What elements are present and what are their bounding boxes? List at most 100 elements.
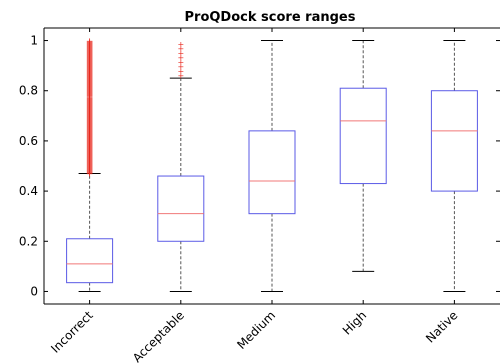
category-label: Medium xyxy=(234,308,278,352)
outlier-marker: + xyxy=(177,54,184,63)
outlier-marker: + xyxy=(86,89,94,99)
outlier-marker: + xyxy=(86,98,94,108)
outlier-marker: + xyxy=(177,49,184,58)
outlier-marker: + xyxy=(86,103,94,113)
outlier-marker: + xyxy=(86,123,94,133)
outlier-marker: + xyxy=(86,72,94,82)
outlier-marker: + xyxy=(177,63,184,72)
outlier-marker: + xyxy=(86,49,94,59)
outlier-marker: + xyxy=(86,140,94,150)
outlier-marker: + xyxy=(86,108,94,118)
outlier-marker: + xyxy=(86,150,94,160)
outlier-marker: + xyxy=(86,92,94,102)
outlier-marker: + xyxy=(86,127,94,137)
outlier-marker: + xyxy=(86,118,94,128)
outlier-marker: + xyxy=(86,159,94,169)
outlier-marker: + xyxy=(86,97,94,107)
outlier-marker: + xyxy=(86,156,94,166)
outlier-marker: + xyxy=(86,91,94,101)
outlier-marker: + xyxy=(86,139,94,149)
outlier-marker: + xyxy=(86,56,94,66)
outlier-marker: + xyxy=(86,141,94,151)
outlier-marker: + xyxy=(86,151,94,161)
outlier-marker: + xyxy=(86,105,94,115)
outlier-marker: + xyxy=(86,153,94,163)
outlier-marker: + xyxy=(86,90,94,100)
outlier-marker: + xyxy=(86,116,94,126)
outlier-marker: + xyxy=(86,69,94,79)
outlier-marker: + xyxy=(86,145,94,155)
y-tick-label: 0.4 xyxy=(19,184,38,198)
y-tick-label: 0.6 xyxy=(19,134,38,148)
outlier-marker: + xyxy=(86,64,94,74)
box-group-acceptable: ++++++++ xyxy=(157,40,205,292)
outlier-marker: + xyxy=(86,157,94,167)
y-tick-label: 0 xyxy=(30,284,38,298)
outlier-marker: + xyxy=(86,54,94,64)
axes xyxy=(43,27,500,305)
outlier-marker: + xyxy=(86,76,94,86)
outlier-marker: + xyxy=(86,78,94,88)
outlier-marker: + xyxy=(86,121,94,131)
outlier-marker: + xyxy=(86,106,94,116)
outlier-marker: + xyxy=(86,107,94,117)
outlier-marker: + xyxy=(86,41,94,51)
outlier-marker: + xyxy=(86,38,94,48)
outlier-marker: + xyxy=(86,114,94,124)
outlier-marker: + xyxy=(86,128,94,138)
outlier-marker: + xyxy=(177,45,184,54)
outlier-marker: + xyxy=(86,158,94,168)
outlier-marker: + xyxy=(86,70,94,80)
outlier-marker: + xyxy=(86,115,94,125)
outlier-marker: + xyxy=(86,119,94,129)
outlier-marker: + xyxy=(177,67,184,76)
outlier-marker: + xyxy=(86,164,94,174)
outlier-marker: + xyxy=(86,79,94,89)
outlier-marker: + xyxy=(177,58,184,67)
outlier-marker: + xyxy=(86,136,94,146)
outlier-marker: + xyxy=(86,144,94,154)
outlier-marker: + xyxy=(86,129,94,139)
outlier-marker: + xyxy=(86,101,94,111)
outlier-marker: + xyxy=(86,77,94,87)
category-label: Native xyxy=(423,308,460,345)
outlier-marker: + xyxy=(86,111,94,121)
outlier-marker: + xyxy=(177,72,184,81)
outlier-marker: + xyxy=(86,81,94,91)
outlier-marker: + xyxy=(86,125,94,135)
outlier-marker: + xyxy=(86,126,94,136)
outlier-marker: + xyxy=(86,88,94,98)
outlier-marker: + xyxy=(86,53,94,63)
outlier-marker: + xyxy=(86,66,94,76)
category-label: Incorrect xyxy=(48,308,96,356)
outlier-marker: + xyxy=(86,85,94,95)
outlier-marker: + xyxy=(86,113,94,123)
chart-title: ProQDock score ranges xyxy=(185,10,356,25)
outlier-marker: + xyxy=(86,62,94,72)
outlier-marker: + xyxy=(86,147,94,157)
iqr-box xyxy=(157,175,205,242)
iqr-box xyxy=(430,90,478,192)
outlier-marker: + xyxy=(86,44,94,54)
iqr-box xyxy=(339,87,387,185)
outlier-marker: + xyxy=(86,75,94,85)
outlier-marker: + xyxy=(86,73,94,83)
outlier-marker: + xyxy=(86,112,94,122)
outlier-marker: + xyxy=(86,133,94,143)
outlier-marker: + xyxy=(86,84,94,94)
category-label: High xyxy=(340,308,369,337)
outlier-marker: + xyxy=(86,95,94,105)
outlier-marker: + xyxy=(86,83,94,93)
outlier-marker: + xyxy=(86,134,94,144)
outlier-marker: + xyxy=(86,99,94,109)
outlier-marker: + xyxy=(86,165,94,175)
y-tick-label: 0.2 xyxy=(19,234,38,248)
outlier-marker: + xyxy=(86,48,94,58)
outlier-marker: + xyxy=(86,100,94,110)
outlier-marker: + xyxy=(86,51,94,61)
outlier-marker: + xyxy=(86,43,94,53)
outlier-marker: + xyxy=(86,80,94,90)
y-tick-label: 0.8 xyxy=(19,84,38,98)
outlier-marker: + xyxy=(86,130,94,140)
